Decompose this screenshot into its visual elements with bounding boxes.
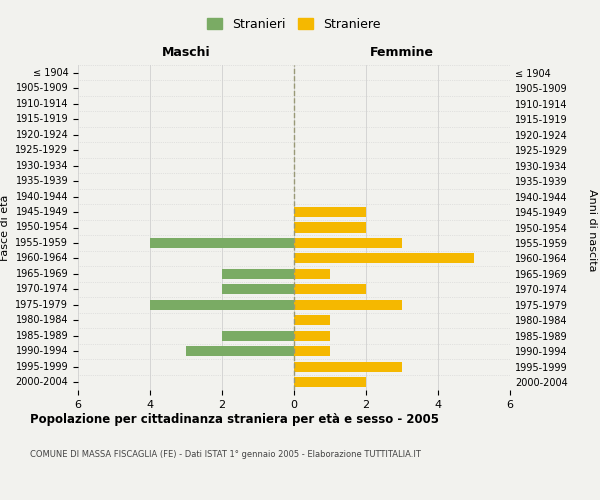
Bar [222, 269, 294, 279]
Text: Anni di nascita: Anni di nascita [587, 188, 597, 271]
Bar [294, 362, 402, 372]
Bar [294, 377, 366, 388]
Bar [294, 222, 366, 232]
Text: Femmine: Femmine [370, 46, 434, 59]
Bar [294, 254, 474, 264]
Text: Popolazione per cittadinanza straniera per età e sesso - 2005: Popolazione per cittadinanza straniera p… [30, 412, 439, 426]
Bar [294, 346, 330, 356]
Bar [294, 331, 330, 341]
Bar [222, 331, 294, 341]
Bar [222, 284, 294, 294]
Legend: Stranieri, Straniere: Stranieri, Straniere [202, 12, 386, 36]
Bar [294, 269, 330, 279]
Bar [294, 284, 366, 294]
Bar [294, 316, 330, 326]
Text: Maschi: Maschi [161, 46, 211, 59]
Bar [294, 207, 366, 217]
Text: COMUNE DI MASSA FISCAGLIA (FE) - Dati ISTAT 1° gennaio 2005 - Elaborazione TUTTI: COMUNE DI MASSA FISCAGLIA (FE) - Dati IS… [30, 450, 421, 459]
Y-axis label: Fasce di età: Fasce di età [0, 194, 10, 260]
Bar [150, 300, 294, 310]
Bar [186, 346, 294, 356]
Bar [294, 300, 402, 310]
Bar [150, 238, 294, 248]
Bar [294, 238, 402, 248]
